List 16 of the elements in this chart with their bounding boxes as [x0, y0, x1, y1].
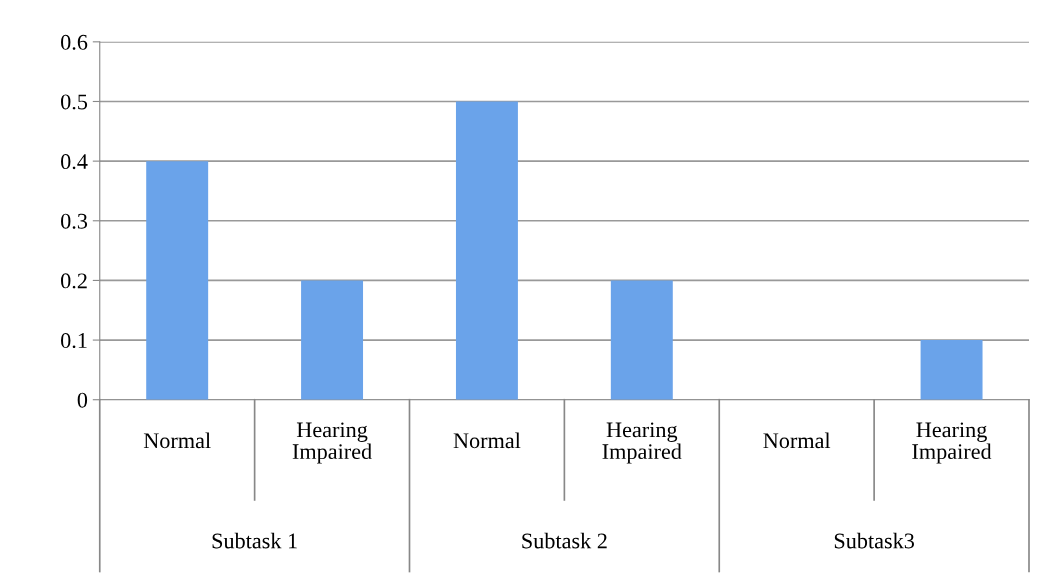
y-tick-label: 0.1 [61, 333, 87, 349]
y-tick-label: 0.4 [61, 154, 88, 170]
x-tick-label: Hearing Impaired [292, 422, 372, 464]
x-tick-label: Hearing Impaired [912, 422, 992, 464]
text: Subtask 1 [212, 532, 297, 549]
y-tick-label: 0 [77, 392, 88, 408]
x-tick-label: Normal [763, 432, 831, 449]
y-tick-label: 0.6 [61, 34, 88, 50]
text: Subtask3 [834, 532, 914, 549]
x-tick-label: Normal [143, 432, 211, 449]
x-tick-label: Hearing Impaired [602, 422, 682, 464]
x-tick-label: Normal [453, 432, 521, 449]
y-tick-label: 0.2 [61, 273, 87, 289]
text: Subtask 2 [522, 532, 607, 549]
y-tick-label: 0.3 [61, 213, 88, 229]
y-tick-label: 0.5 [61, 94, 88, 110]
